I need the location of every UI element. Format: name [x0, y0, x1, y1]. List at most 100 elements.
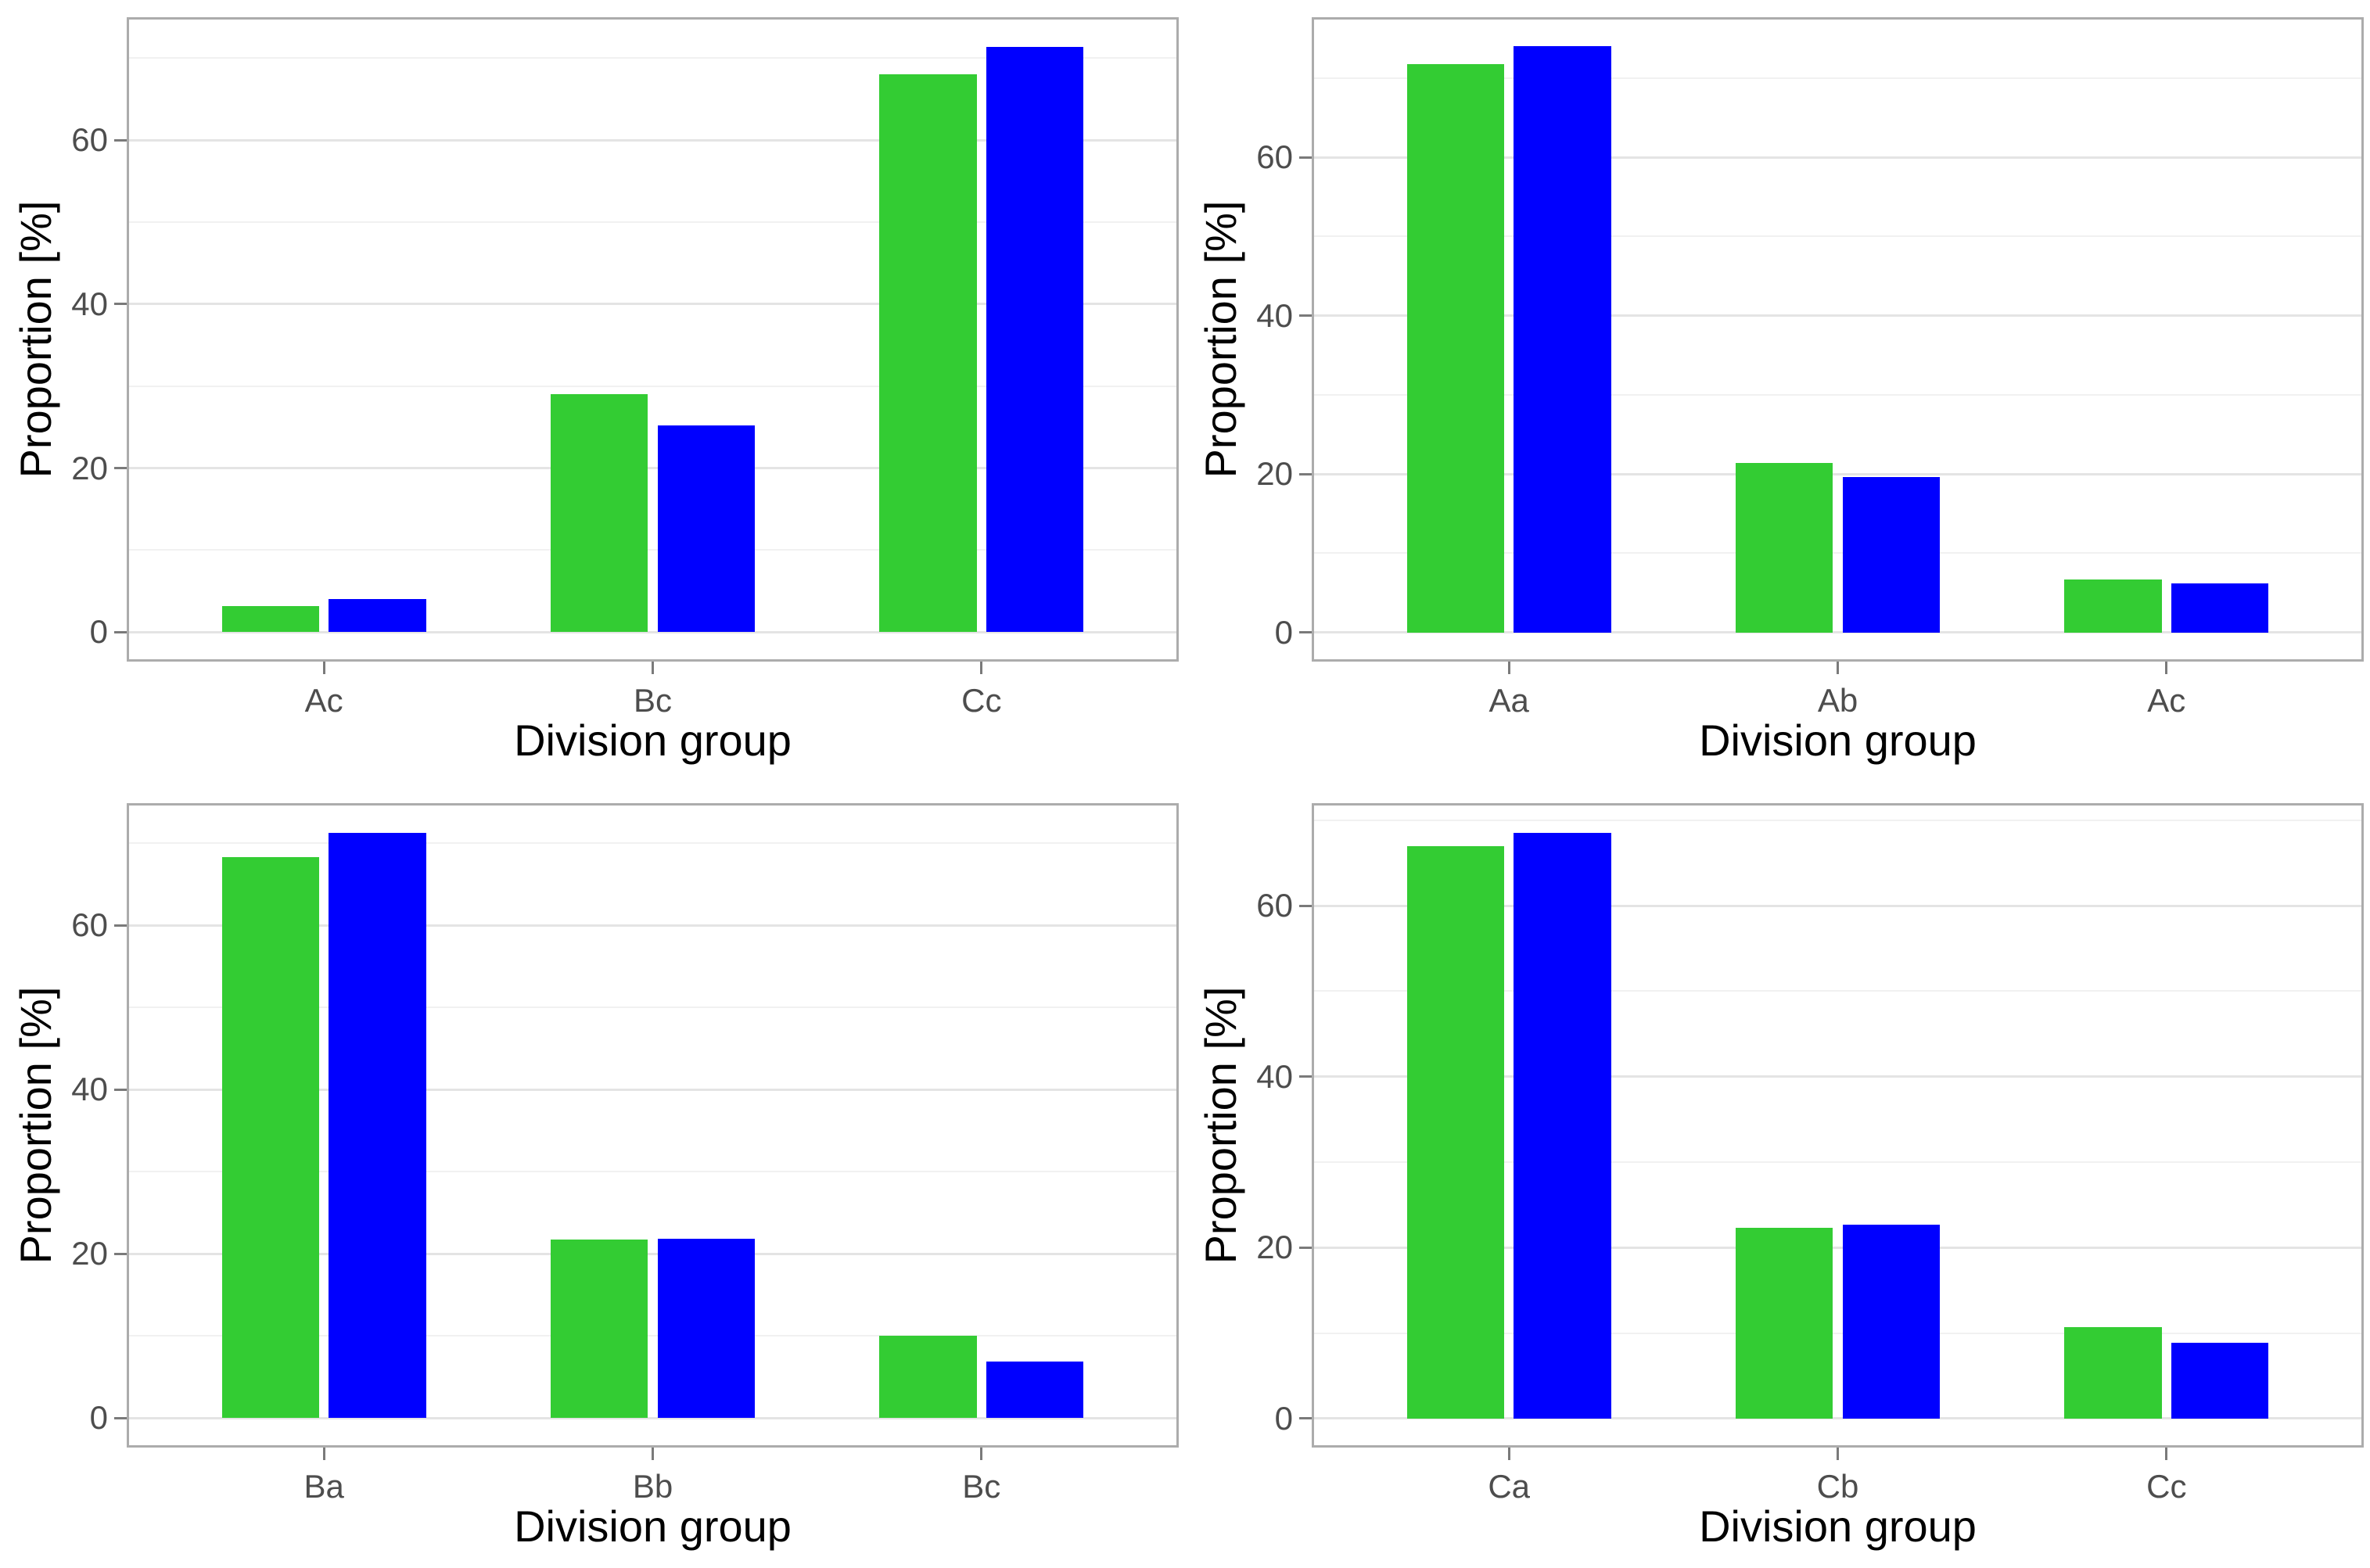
y-gridline-minor [1312, 1332, 2364, 1334]
bar-blue-Ca [1514, 833, 1611, 1419]
y-tick-mark [114, 1252, 127, 1255]
bar-green-Ab [1736, 462, 1833, 633]
y-tick-label: 0 [89, 1399, 108, 1437]
bar-blue-Cc [2171, 1342, 2269, 1419]
x-tick-mark [980, 1448, 983, 1460]
bar-blue-Ac [2171, 583, 2269, 633]
y-axis-title: Proportion [%] [11, 200, 60, 479]
y-gridline-major [1312, 631, 2364, 634]
x-tick-label: Ba [303, 1468, 344, 1505]
y-tick-label: 0 [89, 613, 108, 651]
y-tick-label: 60 [1256, 887, 1293, 924]
bar-green-Ac [221, 605, 320, 633]
chart-bottom-right: Proportion [%] Division group 0 20 40 60 Ca C… [1185, 786, 2370, 1568]
x-tick-mark [322, 662, 325, 674]
y-tick-mark [1299, 1417, 1312, 1420]
y-tick-label: 40 [71, 1071, 108, 1108]
plot-panel [1312, 803, 2364, 1448]
x-tick-label: Bc [962, 1468, 1001, 1505]
y-tick-label: 40 [71, 285, 108, 322]
y-tick-label: 60 [71, 121, 108, 159]
y-gridline-minor [127, 221, 1179, 224]
plot-panel [127, 803, 1179, 1448]
bar-green-Bb [551, 1240, 648, 1419]
y-gridline-minor [1312, 552, 2364, 554]
bar-blue-Bb [657, 1239, 755, 1419]
y-gridline-major [127, 138, 1179, 142]
bar-blue-Ba [329, 832, 426, 1419]
y-gridline-major [1312, 314, 2364, 318]
y-gridline-minor [1312, 235, 2364, 238]
y-tick-label: 20 [71, 1235, 108, 1272]
x-tick-mark [1837, 662, 1839, 674]
y-tick-label: 40 [1256, 296, 1293, 334]
x-tick-mark [652, 1448, 654, 1460]
x-tick-mark [1507, 1448, 1510, 1460]
y-gridline-minor [127, 385, 1179, 387]
x-tick-mark [322, 1448, 325, 1460]
y-axis-title: Proportion [%] [11, 986, 60, 1265]
y-gridline-major [1312, 1246, 2364, 1249]
bar-green-Ba [221, 857, 320, 1419]
chart-top-left: Proportion [%] Division group 0 20 40 60 Ac B… [0, 0, 1185, 782]
y-gridline-minor [1312, 393, 2364, 396]
y-gridline-minor [127, 57, 1179, 59]
x-axis-title: Division group [514, 1502, 792, 1551]
y-gridline-major [127, 1416, 1179, 1419]
y-gridline-major [127, 924, 1179, 927]
y-tick-mark [1299, 156, 1312, 159]
y-gridline-minor [127, 1006, 1179, 1009]
y-tick-mark [1299, 904, 1312, 907]
y-tick-label: 0 [1274, 613, 1293, 651]
y-tick-mark [1299, 472, 1312, 475]
y-tick-mark [114, 924, 127, 927]
y-gridline-major [127, 1088, 1179, 1091]
x-tick-label: Cc [2146, 1468, 2187, 1505]
y-tick-mark [114, 303, 127, 306]
y-gridline-major [1312, 904, 2364, 907]
y-tick-label: 60 [71, 906, 108, 944]
x-tick-label: Ca [1488, 1468, 1531, 1505]
bar-green-Cc [2064, 1326, 2162, 1419]
y-gridline-minor [127, 1171, 1179, 1173]
x-tick-mark [980, 662, 983, 674]
bar-blue-Ab [1842, 477, 1940, 633]
bar-green-Cb [1736, 1228, 1833, 1419]
y-gridline-minor [1312, 77, 2364, 79]
y-tick-mark [1299, 631, 1312, 634]
x-axis-title: Division group [1699, 716, 1977, 765]
bar-blue-Ac [329, 599, 426, 633]
bar-blue-Bc [657, 425, 755, 633]
y-gridline-minor [127, 1335, 1179, 1337]
x-tick-label: Ab [1817, 682, 1858, 719]
x-tick-mark [1507, 662, 1510, 674]
x-tick-label: Cc [961, 682, 1002, 719]
x-tick-mark [652, 662, 654, 674]
x-tick-label: Aa [1488, 682, 1529, 719]
x-axis-title: Division group [1699, 1502, 1977, 1551]
x-tick-label: Bb [632, 1468, 673, 1505]
chart-top-right: Proportion [%] Division group 0 20 40 60 Aa A… [1185, 0, 2370, 782]
y-gridline-major [127, 1252, 1179, 1255]
bar-green-Cc [879, 74, 977, 633]
bar-green-Ca [1406, 845, 1505, 1419]
y-gridline-minor [127, 549, 1179, 551]
y-tick-label: 60 [1256, 138, 1293, 176]
y-tick-label: 40 [1256, 1057, 1293, 1095]
y-tick-mark [114, 1088, 127, 1091]
y-tick-label: 20 [1256, 455, 1293, 493]
y-tick-mark [1299, 1246, 1312, 1249]
y-gridline-major [127, 467, 1179, 470]
x-tick-label: Ac [304, 682, 343, 719]
y-tick-mark [114, 467, 127, 470]
plot-panel [127, 17, 1179, 662]
y-tick-mark [114, 630, 127, 633]
bar-blue-Cc [986, 46, 1084, 633]
y-gridline-major [1312, 1075, 2364, 1078]
y-axis-title: Proportion [%] [1196, 986, 1245, 1265]
y-gridline-major [1312, 1417, 2364, 1420]
y-gridline-minor [1312, 990, 2364, 992]
bar-blue-Cb [1842, 1224, 1940, 1419]
x-tick-label: Ac [2147, 682, 2186, 719]
